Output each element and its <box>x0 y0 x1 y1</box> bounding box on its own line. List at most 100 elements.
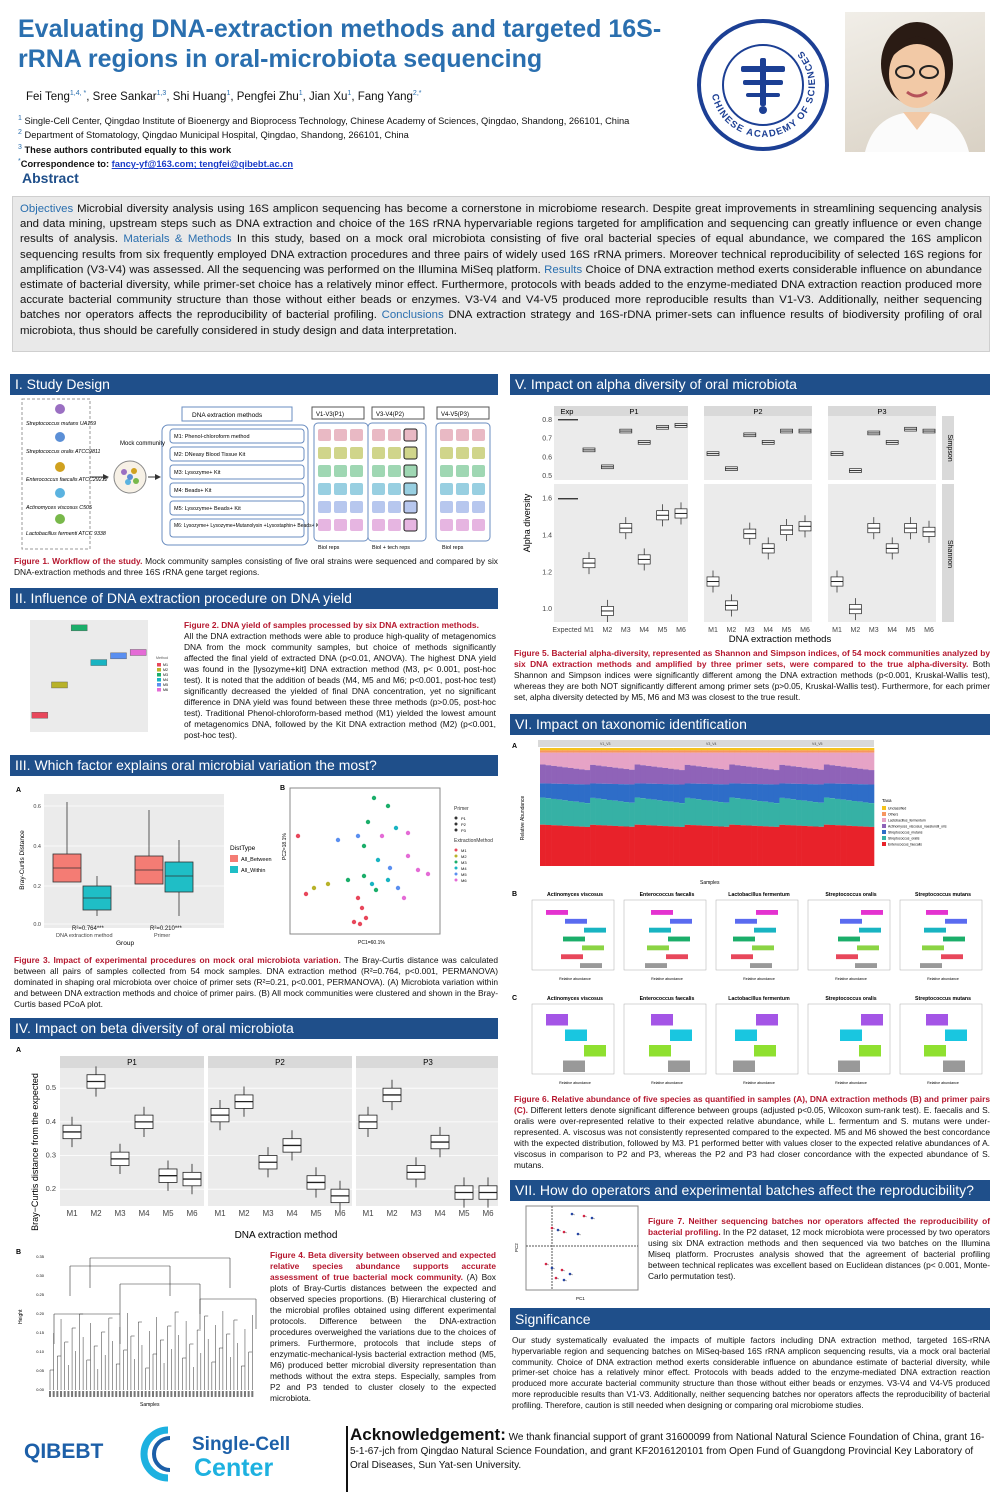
correspondence-label: Correspondence to: <box>20 159 110 170</box>
taxa-segment <box>718 802 724 827</box>
taxa-segment <box>757 826 763 866</box>
pcoa-point <box>295 833 301 839</box>
taxa-segment <box>751 800 758 826</box>
taxa-segment <box>790 748 797 751</box>
abundance-box <box>649 927 671 933</box>
taxa-segment <box>751 767 758 784</box>
abundance-box <box>855 963 877 968</box>
taxa-segment <box>712 752 719 769</box>
svg-text:Biol reps: Biol reps <box>442 545 464 551</box>
author: Fang Yang <box>357 90 413 103</box>
svg-text:Single-Cell: Single-Cell <box>192 1434 290 1455</box>
svg-text:Primer: Primer <box>154 933 170 939</box>
section-heading: IV. Impact on beta diversity of oral mic… <box>10 1018 498 1039</box>
sample-tile <box>388 501 401 513</box>
taxa-segment <box>590 752 596 765</box>
facet-panel <box>356 1068 498 1206</box>
sample-tile <box>334 465 347 477</box>
strip-label: Shannon <box>946 540 953 568</box>
taxa-segment <box>656 748 663 751</box>
taxa-segment <box>701 783 708 800</box>
abundance-box <box>924 927 946 933</box>
taxa-segment <box>718 750 724 753</box>
leaf-label <box>221 1391 224 1397</box>
axis-label: Relative abundance <box>835 1081 867 1085</box>
taxa-segment <box>801 752 808 768</box>
taxa-segment <box>551 750 557 753</box>
leaf-label <box>122 1391 125 1397</box>
legend-swatch <box>882 836 886 840</box>
sample-tile <box>456 429 469 441</box>
taxa-segment <box>740 750 747 753</box>
taxa-segment <box>590 748 596 751</box>
taxa-segment <box>840 799 847 826</box>
yield-box-M4 <box>90 659 108 666</box>
legend-swatch <box>882 842 886 846</box>
svg-text:Group: Group <box>116 940 134 947</box>
dendrogram: B 0.35 0.30 0.25 0.20 0.15 0.10 0.05 0.00 Heigh… <box>16 1249 260 1408</box>
yield-box-M2 <box>51 681 68 689</box>
taxa-segment <box>679 752 686 771</box>
leaf-label <box>133 1391 136 1397</box>
taxa-segment <box>734 750 741 753</box>
taxa-segment <box>595 752 602 766</box>
facet-panel <box>828 484 936 622</box>
y-tick-label: 0.10 <box>36 1349 45 1354</box>
x-tick-label: M6 <box>676 627 686 634</box>
svg-text:R²=0.764***: R²=0.764*** <box>72 926 105 932</box>
correspondence-email-link[interactable]: fancy-yf@163.com; tengfei@qibebt.ac.cn <box>111 159 294 170</box>
taxa-segment <box>835 750 841 753</box>
abundance-box <box>838 1060 860 1072</box>
abundance-box <box>754 1045 776 1057</box>
sample-tile <box>472 465 485 477</box>
taxa-segment <box>734 798 741 825</box>
abundance-box <box>731 954 753 960</box>
svg-text:PC1: PC1 <box>576 1296 585 1301</box>
facet-label: P3 <box>877 407 886 416</box>
procrustes-arrow <box>569 1273 574 1276</box>
abundance-box <box>565 918 587 924</box>
affiliations: 1 Single-Cell Center, Qingdao Institute … <box>18 115 630 170</box>
leaf-label <box>174 1391 177 1397</box>
abundance-box <box>645 963 667 968</box>
taxa-segment <box>551 798 557 826</box>
taxa-segment <box>556 799 563 826</box>
taxa-segment <box>729 752 736 765</box>
taxa-segment <box>790 799 797 826</box>
y-tick-label: 0.3 <box>46 1151 56 1160</box>
facet-panel <box>554 484 580 622</box>
taxa-segment <box>862 802 869 827</box>
abstract-text: DNA extraction strategy and 16S-rDNA pri… <box>20 309 982 337</box>
sample-tile <box>440 483 453 495</box>
taxa-segment <box>818 802 825 827</box>
sample-tile <box>388 465 401 477</box>
svg-text:Bray−Curtis distance from the: Bray−Curtis distance from the expected <box>30 1073 40 1231</box>
abundance-box <box>840 1029 862 1041</box>
taxa-segment <box>601 748 608 751</box>
abundance-box <box>756 1014 778 1026</box>
leaf-label <box>240 1391 243 1397</box>
taxa-segment <box>829 798 836 825</box>
taxa-segment <box>773 770 780 785</box>
sample-tile <box>388 429 401 441</box>
axis-label: Relative abundance <box>835 977 867 981</box>
abundance-box <box>649 1045 671 1057</box>
taxa-segment <box>712 801 719 827</box>
legend-label: M4 <box>163 678 168 682</box>
taxa-segment <box>595 750 602 753</box>
taxa-segment <box>540 764 546 784</box>
taxa-segment <box>690 748 697 751</box>
legend-swatch <box>882 818 886 822</box>
svg-text:Streptococcus oralis ATCC9811: Streptococcus oralis ATCC9811 <box>26 449 100 455</box>
sample-tile <box>440 447 453 459</box>
taxa-segment <box>668 752 674 769</box>
qibebt-logo: QIBEBT <box>24 1440 104 1463</box>
svg-text:B: B <box>512 891 517 898</box>
svg-text:Taxa: Taxa <box>882 798 892 803</box>
taxa-segment <box>612 748 619 751</box>
y-tick-label: 0.5 <box>542 473 552 480</box>
taxa-segment <box>679 770 686 785</box>
taxa-segment <box>762 752 769 769</box>
sample-tile <box>456 465 469 477</box>
leaf-label <box>236 1391 239 1397</box>
